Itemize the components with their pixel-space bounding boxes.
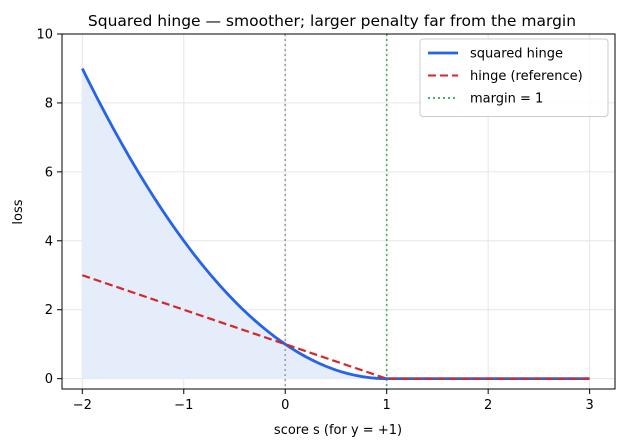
- series-line-1: [81, 274, 590, 380]
- chart-title: Squared hinge — smoother; larger penalty…: [88, 12, 576, 30]
- area-fill-squared-hinge: [82, 68, 590, 379]
- x-tick-label-0: −2: [73, 398, 92, 413]
- legend-label-0: squared hinge: [470, 47, 563, 62]
- y-tick-label-0: 0: [45, 372, 53, 387]
- x-tick-label-1: −1: [174, 398, 193, 413]
- legend-box: [419, 38, 609, 117]
- legend-label-2: margin = 1: [470, 92, 543, 107]
- x-tick-label-5: 3: [585, 398, 593, 413]
- y-tick-label-1: 2: [45, 303, 53, 318]
- x-tick-label-3: 1: [383, 398, 391, 413]
- y-tick-label-4: 8: [45, 96, 53, 111]
- x-tick-label-4: 2: [484, 398, 492, 413]
- y-tick-label-3: 6: [45, 165, 53, 180]
- legend: squared hinge hinge (reference) margin = 1: [419, 38, 609, 117]
- y-tick-label-2: 4: [45, 234, 53, 249]
- legend-label-1: hinge (reference): [470, 69, 583, 84]
- x-tick-label-2: 0: [281, 398, 289, 413]
- axes-frame: [61, 33, 616, 390]
- x-axis-label: score s (for y = +1): [274, 423, 402, 438]
- y-tick-label-5: 10: [36, 28, 53, 43]
- y-axis-label: loss: [11, 199, 26, 224]
